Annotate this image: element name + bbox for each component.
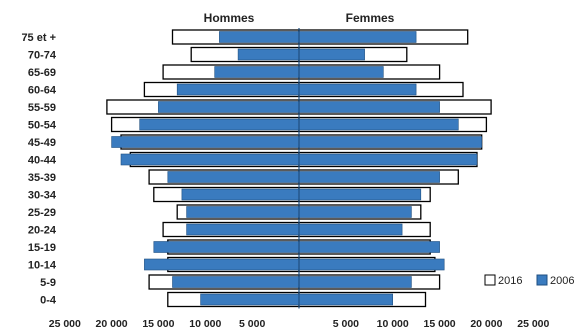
bar-2006-women-0 [298,31,417,43]
left-side-label: Hommes [204,11,255,25]
bar-2006-women-10 [298,206,412,218]
bar-2006-women-15 [298,293,393,306]
age-label-6: 45-49 [28,137,56,149]
bar-2006-men-7 [120,153,300,166]
legend-label-2016: 2016 [498,275,522,287]
bar-2006-women-7 [298,153,478,166]
x-tick-label-7: 10 000 [377,318,409,330]
age-label-12: 15-19 [28,242,56,254]
bar-2006-men-11 [186,223,300,236]
age-labels-group: 75 et + 70-74 65-69 60-64 55-59 50-54 45-49 40-… [21,32,56,307]
bar-2006-men-4 [158,101,300,113]
x-tick-label-3: 10 000 [189,318,221,330]
right-side-label: Femmes [346,11,395,25]
bar-2006-women-6 [298,136,482,148]
bar-2006-women-12 [298,241,440,253]
age-label-0: 75 et + [21,32,56,44]
bar-2006-men-5 [139,118,300,131]
bar-2006-women-14 [298,276,412,288]
legend-label-2006: 2006 [550,275,574,287]
x-tick-label-4: 5 000 [239,318,265,330]
age-label-11: 20-24 [28,225,57,237]
age-label-2: 65-69 [28,67,56,79]
age-label-4: 55-59 [28,102,56,114]
bar-2006-men-9 [181,188,300,201]
x-tick-label-1: 20 000 [96,318,128,330]
x-tick-label-8: 15 000 [424,318,456,330]
bar-2006-women-9 [298,188,422,201]
bars-2006-group [111,31,482,306]
x-tick-label-10: 25 000 [517,318,549,330]
bar-2006-men-14 [172,276,300,288]
x-tick-labels-group: 25 000 20 000 15 000 10 000 5 000 5 000 10 000… [49,318,550,330]
x-tick-label-2: 15 000 [142,318,174,330]
bar-2006-women-11 [298,223,403,236]
bar-2006-men-1 [237,48,300,61]
bar-2006-women-2 [298,66,384,78]
bar-2006-women-13 [298,258,445,271]
bar-2006-men-15 [200,293,300,306]
age-label-3: 60-64 [28,85,57,97]
age-label-1: 70-74 [28,50,57,62]
age-label-15: 0-4 [40,295,57,307]
age-label-10: 25-29 [28,207,56,219]
bar-2006-women-3 [298,83,417,96]
age-label-9: 30-34 [28,190,57,202]
age-label-14: 5-9 [40,277,56,289]
bar-2006-men-6 [111,136,300,148]
age-label-5: 50-54 [28,120,57,132]
bar-2006-men-8 [167,171,300,183]
age-label-13: 10-14 [28,260,57,272]
bar-2006-men-10 [186,206,300,218]
bar-2006-women-4 [298,101,440,113]
legend-swatch-2006 [536,274,548,286]
bar-2006-men-3 [176,83,300,96]
legend-swatch-2016 [484,274,496,286]
bar-2006-men-12 [153,241,300,253]
age-label-8: 35-39 [28,172,56,184]
bar-2006-men-0 [219,31,300,43]
x-tick-label-0: 25 000 [49,318,81,330]
x-tick-label-9: 20 000 [470,318,502,330]
bar-2006-women-8 [298,171,440,183]
x-tick-label-6: 5 000 [333,318,359,330]
bar-2006-women-5 [298,118,459,131]
bar-2006-men-2 [214,66,300,78]
bar-2006-women-1 [298,48,365,61]
bar-2006-men-13 [144,258,300,271]
legend: 2016 2006 [484,274,574,287]
age-label-7: 40-44 [28,155,57,167]
